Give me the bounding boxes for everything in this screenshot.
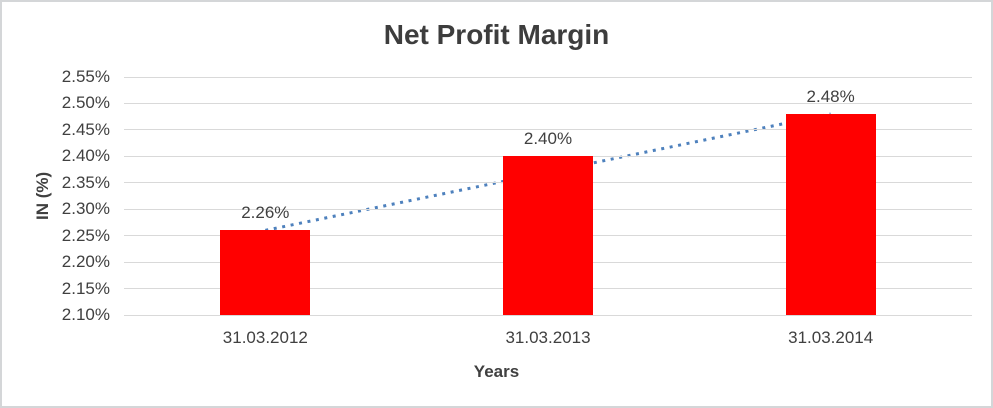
trendline <box>265 112 831 232</box>
y-tick-label: 2.20% <box>61 252 110 272</box>
chart-title: Net Profit Margin <box>383 19 610 50</box>
bar-31.03.2014 <box>785 114 876 315</box>
y-tick-label: 2.40% <box>61 146 110 166</box>
x-tick-label: 31.03.2012 <box>222 328 308 347</box>
y-tick-label: 2.30% <box>61 199 110 219</box>
y-tick-label: 2.25% <box>61 225 110 245</box>
y-tick-label: 2.55% <box>61 67 110 86</box>
bar-value-label: 2.40% <box>523 129 573 149</box>
bar-value-label: 2.48% <box>806 87 855 107</box>
y-tick-label: 2.35% <box>61 172 110 192</box>
bar-31.03.2012 <box>220 230 311 315</box>
y-tick-label: 2.10% <box>61 305 110 324</box>
x-tick-label: 31.03.2014 <box>788 328 874 347</box>
y-tick-label: 2.50% <box>61 93 110 113</box>
bar-value-label: 2.26% <box>241 203 290 223</box>
bar-31.03.2013 <box>503 156 593 315</box>
y-tick-label: 2.15% <box>61 278 110 298</box>
x-axis-title: Years <box>473 362 520 381</box>
plot-area <box>124 76 972 316</box>
gridline <box>124 76 972 78</box>
x-tick-label: 31.03.2013 <box>505 328 591 347</box>
trendline-layer <box>265 112 831 232</box>
y-tick-label: 2.45% <box>61 119 110 139</box>
gridline <box>124 102 972 104</box>
gridline <box>124 129 972 131</box>
gridline <box>124 314 972 316</box>
